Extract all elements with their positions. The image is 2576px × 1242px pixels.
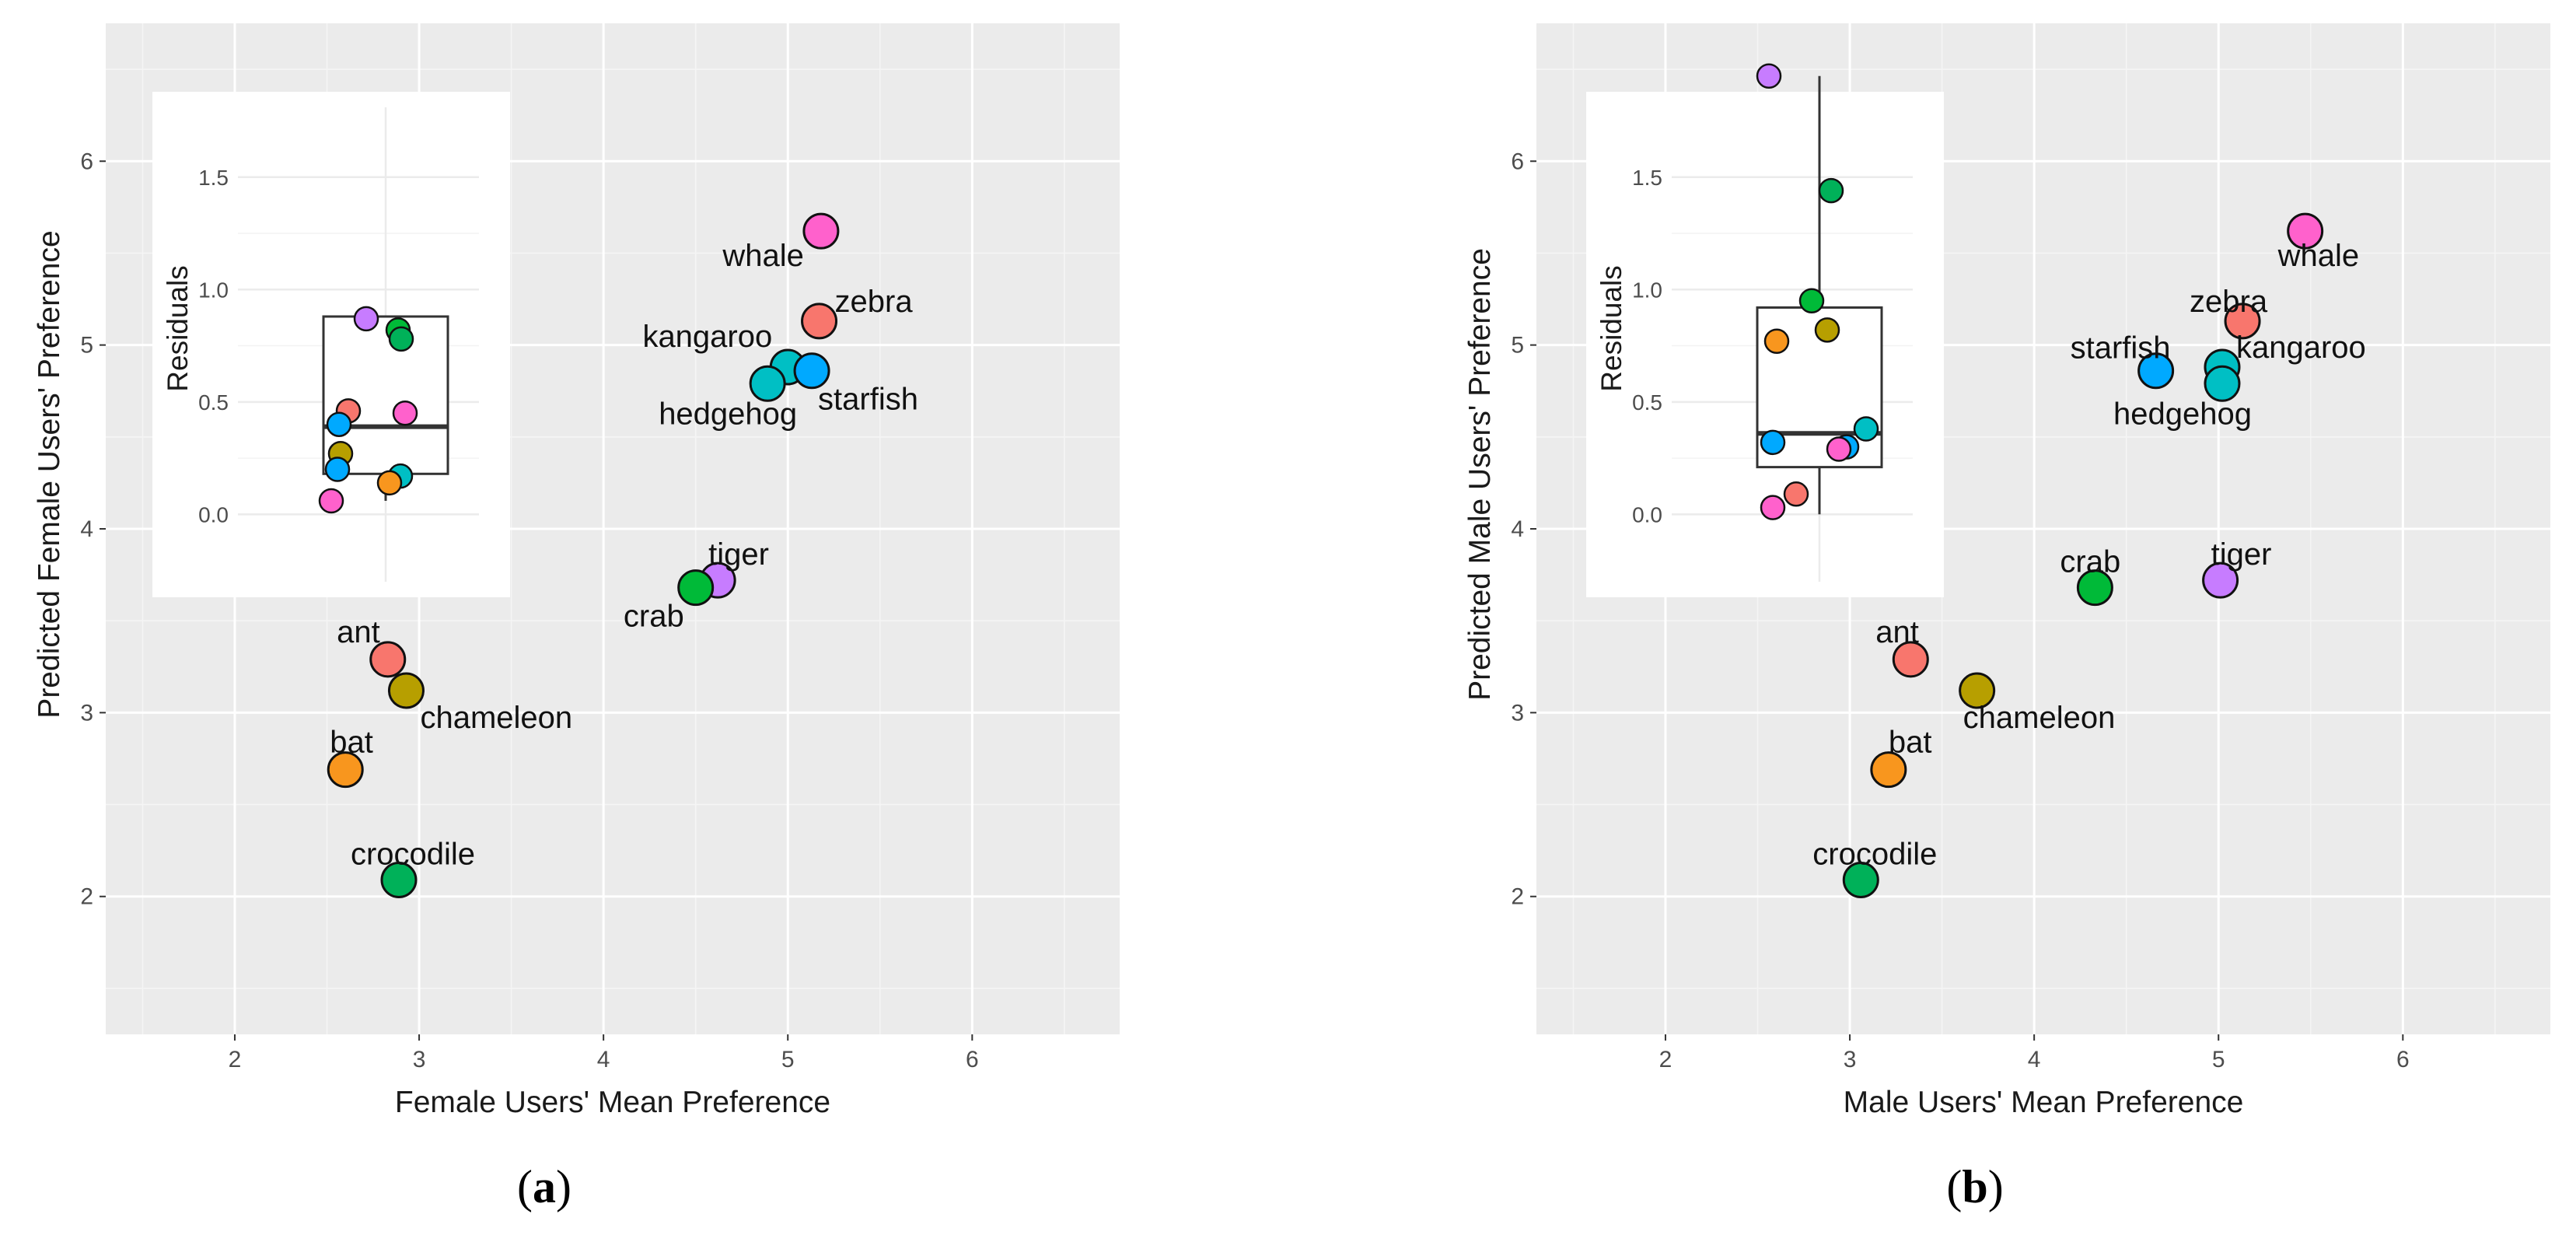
residual-point bbox=[376, 470, 403, 496]
residual-point bbox=[1818, 177, 1844, 204]
point-label-chameleon: chameleon bbox=[1963, 701, 2116, 735]
point-whale bbox=[2287, 212, 2324, 250]
point-label-hedgehog: hedgehog bbox=[659, 397, 797, 431]
residual-point bbox=[1783, 481, 1809, 507]
panel-a-chart: 2 3 4 5 6 2 3 4 5 6 Female Users' Mean Preference P… bbox=[33, 23, 1120, 1119]
residual-point bbox=[318, 488, 344, 514]
point-crab bbox=[2076, 569, 2113, 607]
x-tick-label: 3 bbox=[1844, 1047, 1857, 1072]
point-label-crocodile: crocodile bbox=[351, 837, 475, 871]
panel-a-tag: (a) bbox=[517, 1161, 571, 1212]
point-label-crocodile: crocodile bbox=[1812, 837, 1937, 871]
residuals-inset: 0.0 0.5 1.0 1.5 Residuals bbox=[1586, 63, 1944, 597]
residual-point bbox=[1798, 288, 1825, 314]
y-tick-label: 3 bbox=[1511, 700, 1524, 726]
residual-point bbox=[1763, 328, 1790, 355]
residual-point bbox=[1760, 495, 1786, 520]
x-tick-label: 2 bbox=[1659, 1047, 1672, 1072]
point-label-chameleon: chameleon bbox=[420, 701, 572, 735]
point-label-kangaroo: kangaroo bbox=[642, 320, 772, 354]
point-label-zebra: zebra bbox=[2190, 285, 2268, 319]
inset-y-tick-label: 0.0 bbox=[1632, 502, 1662, 527]
y-tick-label: 2 bbox=[80, 884, 93, 910]
point-label-kangaroo: kangaroo bbox=[2236, 331, 2366, 365]
panel-b-chart: 2 3 4 5 6 2 3 4 5 6 Male Users' Mean Preference Pre… bbox=[1463, 23, 2550, 1119]
point-label-hedgehog: hedgehog bbox=[2113, 397, 2252, 431]
x-axis-title: Male Users' Mean Preference bbox=[1844, 1086, 2244, 1119]
panel-b-tag: (b) bbox=[1946, 1161, 2003, 1212]
x-tick-label: 4 bbox=[597, 1047, 610, 1072]
point-label-ant: ant bbox=[337, 615, 380, 649]
point-hedgehog bbox=[2204, 365, 2241, 402]
residual-point bbox=[1853, 416, 1879, 442]
inset-y-tick-label: 1.5 bbox=[198, 166, 229, 190]
y-tick-label: 4 bbox=[80, 516, 93, 542]
inset-y-tick-label: 1.5 bbox=[1632, 166, 1662, 190]
inset-y-tick-label: 1.0 bbox=[1632, 278, 1662, 302]
point-crocodile bbox=[380, 861, 418, 898]
residual-point bbox=[326, 411, 352, 437]
residual-point bbox=[1814, 317, 1840, 343]
y-tick-label: 6 bbox=[80, 149, 93, 174]
point-hedgehog bbox=[749, 365, 786, 402]
x-tick-label: 6 bbox=[2396, 1047, 2410, 1072]
residual-point bbox=[1826, 436, 1852, 462]
point-zebra bbox=[801, 303, 838, 340]
x-tick-label: 5 bbox=[2212, 1047, 2225, 1072]
inset-y-tick-label: 1.0 bbox=[198, 278, 229, 302]
point-label-whale: whale bbox=[722, 239, 804, 273]
inset-y-tick-label: 0.5 bbox=[198, 390, 229, 415]
residual-point bbox=[388, 326, 414, 352]
point-ant bbox=[369, 641, 407, 678]
point-label-starfish: starfish bbox=[818, 383, 918, 417]
point-label-crab: crab bbox=[2060, 545, 2120, 579]
point-starfish bbox=[793, 352, 830, 390]
point-tiger bbox=[2202, 562, 2239, 599]
inset-y-axis-title: Residuals bbox=[1596, 265, 1627, 391]
y-tick-label: 5 bbox=[80, 333, 93, 359]
point-label-tiger: tiger bbox=[2211, 537, 2272, 572]
point-label-starfish: starfish bbox=[2071, 331, 2171, 366]
point-whale bbox=[802, 212, 840, 250]
y-axis-title: Predicted Female Users' Preference bbox=[33, 230, 66, 718]
residual-point bbox=[392, 401, 418, 426]
inset-y-tick-label: 0.0 bbox=[198, 502, 229, 527]
point-label-tiger: tiger bbox=[708, 537, 769, 572]
y-tick-label: 6 bbox=[1511, 149, 1524, 174]
point-ant bbox=[1892, 641, 1929, 678]
point-bat bbox=[327, 751, 364, 789]
residual-point bbox=[1760, 429, 1786, 456]
x-tick-label: 6 bbox=[966, 1047, 979, 1072]
point-label-whale: whale bbox=[2277, 239, 2360, 273]
y-tick-label: 5 bbox=[1511, 333, 1524, 359]
point-bat bbox=[1870, 751, 1907, 789]
y-tick-label: 2 bbox=[1511, 884, 1524, 910]
point-crab bbox=[677, 569, 715, 607]
y-tick-label: 3 bbox=[80, 700, 93, 726]
point-crocodile bbox=[1842, 861, 1879, 898]
point-label-bat: bat bbox=[330, 726, 373, 760]
x-tick-label: 2 bbox=[229, 1047, 242, 1072]
point-zebra bbox=[2224, 303, 2261, 340]
residuals-inset: 0.0 0.5 1.0 1.5 Residuals bbox=[152, 92, 510, 597]
point-label-crab: crab bbox=[624, 600, 684, 634]
inset-y-tick-label: 0.5 bbox=[1632, 390, 1662, 415]
point-chameleon bbox=[387, 672, 425, 709]
residual-point bbox=[1756, 63, 1782, 89]
x-tick-label: 5 bbox=[781, 1047, 795, 1072]
residual-point bbox=[324, 457, 351, 482]
x-tick-label: 3 bbox=[413, 1047, 426, 1072]
x-axis-title: Female Users' Mean Preference bbox=[395, 1086, 830, 1119]
point-label-zebra: zebra bbox=[835, 285, 914, 319]
point-starfish bbox=[2137, 352, 2175, 390]
point-label-ant: ant bbox=[1875, 615, 1919, 649]
residual-point bbox=[353, 306, 379, 332]
point-chameleon bbox=[1959, 672, 1996, 709]
x-tick-label: 4 bbox=[2028, 1047, 2041, 1072]
inset-y-axis-title: Residuals bbox=[162, 265, 194, 391]
y-axis-title: Predicted Male Users' Preference bbox=[1463, 248, 1497, 701]
y-tick-label: 4 bbox=[1511, 516, 1524, 542]
point-label-bat: bat bbox=[1889, 726, 1932, 760]
